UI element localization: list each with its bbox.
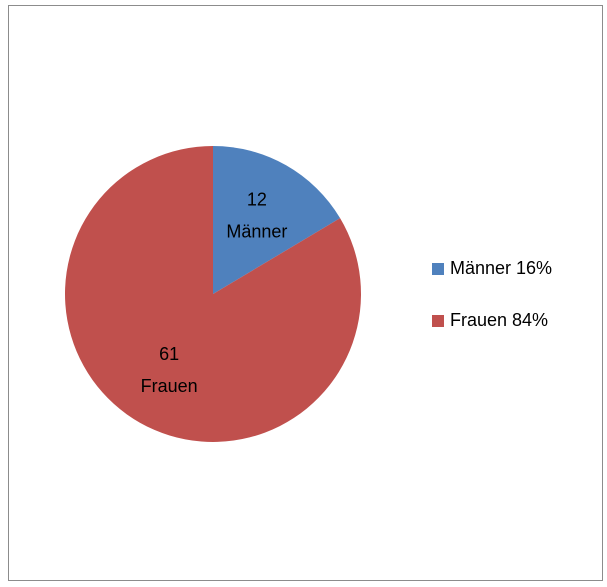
legend-swatch	[432, 263, 444, 275]
legend-label: Männer 16%	[450, 258, 552, 278]
data-label: 12	[247, 190, 267, 210]
pie-slice	[65, 146, 361, 442]
data-label: 61	[159, 344, 179, 364]
legend-swatch	[432, 315, 444, 327]
data-label-category: Frauen	[141, 376, 198, 396]
legend-label: Frauen 84%	[450, 310, 548, 330]
pie-slice	[213, 146, 341, 294]
data-label-category: Männer	[226, 222, 287, 242]
